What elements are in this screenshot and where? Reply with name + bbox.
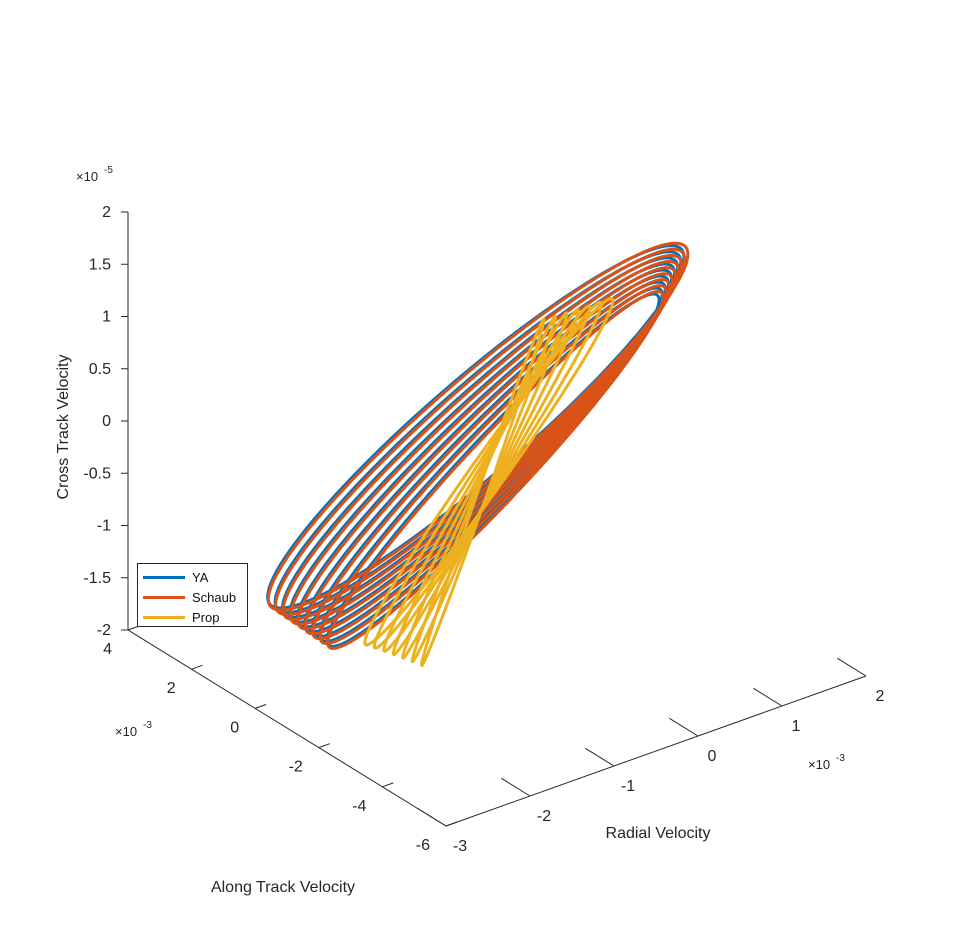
z-tick-label: 0 xyxy=(102,413,111,430)
legend: YA Schaub Prop xyxy=(137,563,248,627)
legend-item-schaub: Schaub xyxy=(138,587,247,607)
y-tick-label: 2 xyxy=(167,680,176,697)
legend-label-schaub: Schaub xyxy=(192,589,237,605)
x-tick-label: -2 xyxy=(537,808,551,825)
series-layer xyxy=(266,241,690,667)
x-tick-mark xyxy=(837,657,867,677)
x-tick-label: 1 xyxy=(792,718,801,735)
x-tick-mark xyxy=(501,777,531,797)
y-axis-line xyxy=(127,629,447,827)
x-tick-label: -3 xyxy=(453,838,467,855)
series-line xyxy=(372,300,603,650)
y-exponent-power: -3 xyxy=(143,720,152,731)
legend-swatch-prop xyxy=(143,615,185,619)
y-tick-mark xyxy=(255,704,267,709)
y-tick-label: 4 xyxy=(103,641,112,658)
y-axis-label: Along Track Velocity xyxy=(211,879,355,896)
z-tick-label: -2 xyxy=(97,622,111,639)
y-tick-mark xyxy=(191,664,203,670)
z-tick-label: -0.5 xyxy=(83,465,111,482)
y-exponent: ×10 -3 xyxy=(115,720,152,739)
x-tick-label: -1 xyxy=(621,778,635,795)
x-tick-mark xyxy=(753,687,783,707)
y-exponent-base: ×10 xyxy=(115,724,137,739)
legend-item-ya: YA xyxy=(138,567,247,587)
x-tick-mark xyxy=(669,717,699,737)
x-tick-mark xyxy=(417,807,447,827)
x-axis-line xyxy=(445,675,867,827)
series-line xyxy=(420,317,546,667)
legend-item-prop: Prop xyxy=(138,607,247,627)
x-exponent-base: ×10 xyxy=(808,757,830,772)
x-tick-label: 0 xyxy=(708,748,717,765)
series-prop xyxy=(363,296,615,667)
series-line xyxy=(382,304,592,653)
z-axis-label: Cross Track Velocity xyxy=(55,355,72,500)
y-tick-mark xyxy=(445,821,458,827)
z-tick-label: 1.5 xyxy=(89,256,111,273)
legend-swatch-ya xyxy=(143,575,185,579)
x-exponent: ×10 -3 xyxy=(808,753,845,772)
z-tick-label: 1 xyxy=(102,309,111,326)
series-line xyxy=(391,308,580,657)
y-tick-label: -4 xyxy=(352,798,366,815)
tick-layer: -3 -2 -1 0 1 2 -6 -4 -2 0 2 4 -2 -1.5 -1 -0.5 0 0.5 1 1.5 2 xyxy=(83,204,884,855)
z-tick-label: 2 xyxy=(102,204,111,221)
z-tick-label: -1.5 xyxy=(83,570,111,587)
series-schaub xyxy=(266,241,690,650)
legend-swatch-schaub xyxy=(143,595,185,599)
y-tick-label: -6 xyxy=(416,837,430,854)
x-axis-label: Radial Velocity xyxy=(606,825,711,842)
x-tick-mark xyxy=(585,747,615,767)
z-exponent: ×10 -5 xyxy=(76,165,113,184)
y-tick-label: -2 xyxy=(289,759,303,776)
x-exponent-power: -3 xyxy=(836,753,845,764)
y-tick-mark xyxy=(382,782,394,788)
legend-label-ya: YA xyxy=(192,569,209,585)
z-exponent-base: ×10 xyxy=(76,169,98,184)
z-tick-label: 0.5 xyxy=(89,361,111,378)
z-tick-label: -1 xyxy=(97,518,111,535)
z-exponent-power: -5 xyxy=(104,165,113,176)
y-tick-label: 0 xyxy=(230,719,239,736)
x-tick-label: 2 xyxy=(876,688,885,705)
legend-label-prop: Prop xyxy=(192,609,220,625)
y-tick-mark xyxy=(318,743,330,749)
